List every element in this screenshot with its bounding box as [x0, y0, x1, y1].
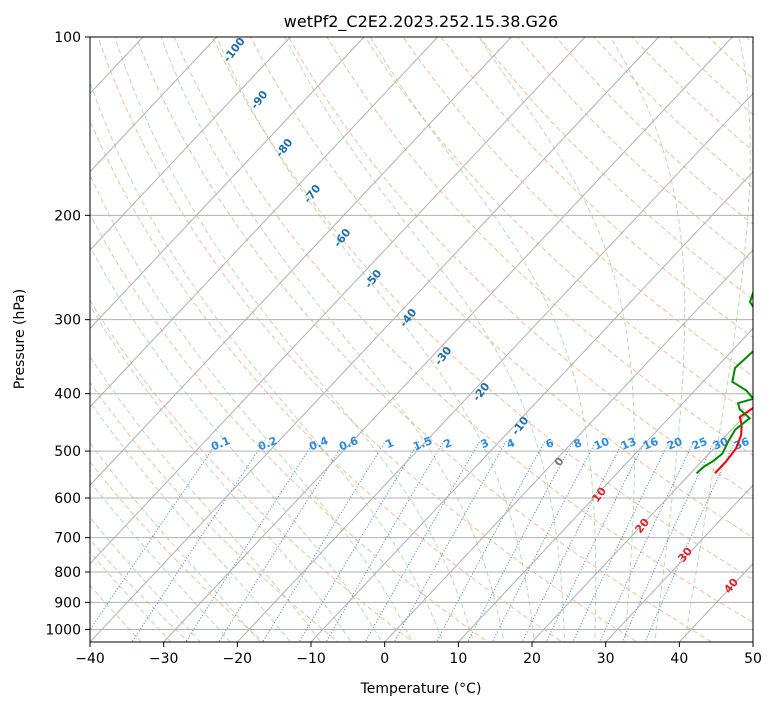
isotherm — [90, 37, 439, 408]
mixing-ratio-line — [298, 440, 420, 642]
mixing-ratio-line — [185, 440, 316, 642]
mixing-ratio-line — [621, 440, 716, 642]
mixing-ratio-line — [131, 440, 266, 642]
temperature-profile — [714, 406, 753, 474]
mixing-ratio-label: 25 — [690, 435, 709, 453]
isotherm — [90, 37, 513, 486]
isotherm — [162, 37, 734, 642]
dry-adiabat — [90, 119, 564, 642]
x-tick-label: −10 — [296, 651, 326, 667]
mixing-ratio-label: 13 — [619, 435, 638, 453]
isotherm — [604, 484, 753, 642]
x-tick-label: −30 — [149, 651, 179, 667]
moist-adiabat — [610, 37, 686, 642]
dry-adiabat — [249, 37, 753, 538]
mixing-ratio-line — [262, 440, 387, 642]
y-tick-label: 300 — [54, 313, 81, 329]
dry-adiabat — [97, 37, 638, 642]
isotherm — [90, 37, 660, 642]
mixing-ratio-label: 1 — [384, 436, 396, 451]
dry-adiabat — [90, 461, 265, 642]
mixing-ratio-line — [218, 440, 346, 642]
x-tick-label: 0 — [380, 651, 389, 667]
isotherm — [90, 37, 144, 95]
y-axis-label: Pressure (hPa) — [12, 289, 28, 389]
y-tick-label: 200 — [54, 208, 81, 224]
x-tick-label: 30 — [597, 651, 615, 667]
isotherm — [383, 249, 753, 642]
dry-adiabat — [90, 381, 340, 642]
x-tick-label: 10 — [449, 651, 467, 667]
x-axis-label: Temperature (°C) — [360, 681, 482, 697]
mixing-ratio-label: 2 — [442, 436, 454, 451]
mixing-ratio-label: 16 — [641, 435, 660, 453]
dry-adiabats — [90, 37, 753, 642]
dry-adiabat — [326, 37, 753, 457]
isotherm — [236, 92, 753, 642]
isotherm — [531, 406, 753, 642]
grid — [90, 37, 753, 642]
dry-adiabat — [135, 37, 713, 642]
axis-ticks: −40 −30 −20 −10 0 10 20 30 40 50 100 200 300 400 500 60… — [45, 30, 762, 667]
x-tick-label: 50 — [744, 651, 762, 667]
mixing-ratio-label: 20 — [665, 435, 684, 453]
y-tick-label: 1000 — [45, 622, 81, 638]
dry-adiabat — [478, 37, 753, 300]
mixing-ratio-line — [435, 440, 546, 642]
x-tick-label: 20 — [523, 651, 541, 667]
dry-adiabat — [211, 37, 753, 581]
data-series — [695, 289, 753, 475]
mixing-ratio-label: 10 — [592, 435, 611, 453]
y-tick-label: 900 — [54, 595, 81, 611]
moist-adiabat — [90, 304, 352, 642]
moist-adiabat — [90, 480, 231, 642]
y-tick-label: 100 — [54, 30, 81, 46]
y-tick-label: 400 — [54, 387, 81, 403]
isotherm — [90, 37, 365, 330]
moist-adiabat — [216, 37, 535, 642]
mixing-ratio-line — [599, 440, 695, 642]
isotherm — [90, 37, 586, 565]
mixing-ratio-line — [393, 440, 508, 642]
dry-adiabat — [173, 37, 753, 624]
moist-adiabat — [90, 516, 202, 642]
mixing-ratio-line — [572, 440, 671, 642]
mixing-ratio-label: 3 — [479, 436, 491, 451]
mixing-ratio-label: 8 — [572, 436, 584, 451]
y-tick-label: 500 — [54, 444, 81, 460]
dry-adiabat — [90, 213, 489, 642]
isotherm — [90, 37, 218, 173]
mixing-ratio-line — [644, 440, 736, 642]
isotherm — [310, 171, 753, 642]
x-tick-label: −20 — [223, 651, 253, 667]
chart-title: wetPf2_C2E2.2023.252.15.38.G26 — [284, 12, 558, 32]
dry-adiabat — [440, 37, 753, 339]
dewpoint-profile — [695, 289, 753, 475]
y-tick-label: 600 — [54, 491, 81, 507]
mixing-ratio-line — [491, 440, 597, 642]
mixing-ratio-line — [90, 440, 219, 631]
x-tick-label: −40 — [75, 651, 105, 667]
plot-frame — [89, 36, 754, 643]
moist-adiabat — [684, 37, 751, 642]
y-tick-label: 700 — [54, 531, 81, 547]
isotherm — [90, 37, 292, 251]
mixing-ratio-lines — [90, 440, 736, 642]
x-tick-label: 40 — [670, 651, 688, 667]
dry-adiabat — [288, 37, 753, 497]
y-tick-label: 800 — [54, 565, 81, 581]
isotherm — [457, 327, 753, 642]
